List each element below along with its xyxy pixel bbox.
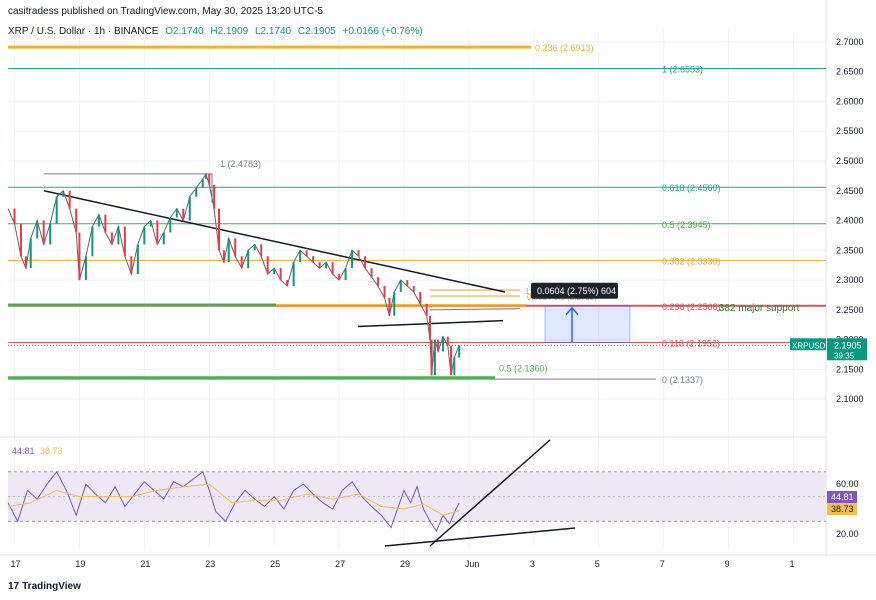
rsi-value-tag: 44.81 (831, 492, 854, 502)
descending-trendline (43, 190, 506, 293)
tradingview-logo[interactable]: 17 TradingView (8, 581, 81, 592)
x-tick-label: 9 (725, 559, 730, 569)
y-tick-label: 2.4000 (836, 216, 864, 226)
swing-high-label: 1 (2.4783) (220, 159, 261, 169)
y-tick-label: 2.3500 (836, 245, 864, 255)
x-tick-label: 7 (660, 559, 665, 569)
fib-level-label: 0.236 (2.2568) (662, 302, 721, 312)
x-tick-label: 19 (75, 559, 85, 569)
measure-label-bg (531, 282, 618, 299)
y-tick-label: 2.2500 (836, 305, 864, 315)
ohlc-open: O2.1740 (165, 26, 204, 37)
fib-level-label: 0.5 (2.3945) (662, 220, 711, 230)
pattern-baseline (429, 308, 521, 311)
fib-level-label: 1 (2.6553) (662, 65, 703, 75)
symbol-title[interactable]: XRP / U.S. Dollar · 1h · BINANCE (8, 26, 159, 37)
rsi-tick-label: 20.00 (836, 529, 859, 539)
y-tick-label: 2.1500 (836, 364, 864, 374)
tradingview-logo-icon: 17 (8, 581, 20, 592)
measure-box (544, 305, 631, 343)
tradingview-wordmark: TradingView (22, 581, 81, 592)
rsi-tick-label: 60.00 (836, 479, 859, 489)
symbol-legend[interactable]: XRP / U.S. Dollar · 1h · BINANCE O2.1740… (8, 26, 423, 37)
support-band-green (8, 303, 276, 307)
x-tick-label: 23 (205, 559, 215, 569)
x-tick-label: 3 (530, 559, 535, 569)
publisher-line: casitradess published on TradingView.com… (8, 6, 323, 17)
x-tick-label: 29 (400, 559, 410, 569)
x-tick-label: 27 (335, 559, 345, 569)
rsi-ma-tag-bg (827, 503, 857, 516)
countdown-tag: 39:35 (834, 351, 855, 360)
rsi-value-label: 44.81 (12, 446, 35, 456)
y-tick-label: 2.5000 (836, 156, 864, 166)
fib-level-label: 0.618 (2.4560) (662, 183, 721, 193)
measure-arrow-head (565, 306, 579, 316)
fib-level-label: 0.382 (2.3330) (662, 256, 721, 266)
y-tick-label: 2.5500 (836, 126, 864, 136)
rsi-value-tag-bg (827, 491, 857, 504)
fib-level-label: 0.236 (2.6913) (535, 43, 594, 53)
rsi-line (7, 470, 460, 533)
fib-level-label: 0 (2.1337) (662, 375, 703, 385)
ohlc-high: H2.1909 (210, 26, 249, 37)
price-tag-bg (827, 338, 867, 361)
support-annotation: .382 major support (716, 303, 800, 314)
ohlc-low: L2.1740 (254, 26, 292, 37)
price-series-line (7, 172, 460, 376)
y-tick-label: 2.6000 (836, 96, 864, 106)
rsi-breakout-trendline (429, 439, 551, 547)
rsi-ma-label: 38.73 (40, 446, 63, 456)
x-tick-label: 21 (140, 559, 150, 569)
support-band-orange (276, 304, 526, 308)
x-tick-label: 5 (595, 559, 600, 569)
x-tick-label: 25 (270, 559, 280, 569)
y-tick-label: 2.3000 (836, 275, 864, 285)
x-tick-label: Jun (465, 559, 480, 569)
rsi-ma-line (7, 483, 460, 516)
y-tick-label: 2.1000 (836, 394, 864, 404)
measure-label: 0.0604 (2.75%) 604 (537, 286, 616, 296)
y-tick-label: 2.6500 (836, 67, 864, 77)
fib-level-label: 0.118 (2.1952) (662, 338, 720, 348)
symbol-tag-bg (790, 338, 826, 351)
fib-level-label: 0.5 (2.1360) (499, 364, 548, 374)
x-tick-label: 17 (10, 559, 20, 569)
y-tick-label: 2.7000 (836, 37, 864, 47)
price-tag: 2.1905 (834, 340, 862, 350)
x-tick-label: 1 (790, 559, 795, 569)
y-tick-label: 2.4500 (836, 186, 864, 196)
ohlc-close: C2.1905 (297, 26, 336, 37)
symbol-tag: XRPUSD (792, 341, 826, 350)
ohlc-change: +0.0166 (+0.76%) (342, 26, 423, 37)
rsi-ma-tag: 38.73 (831, 504, 854, 514)
rsi-support-trendline (384, 527, 576, 547)
